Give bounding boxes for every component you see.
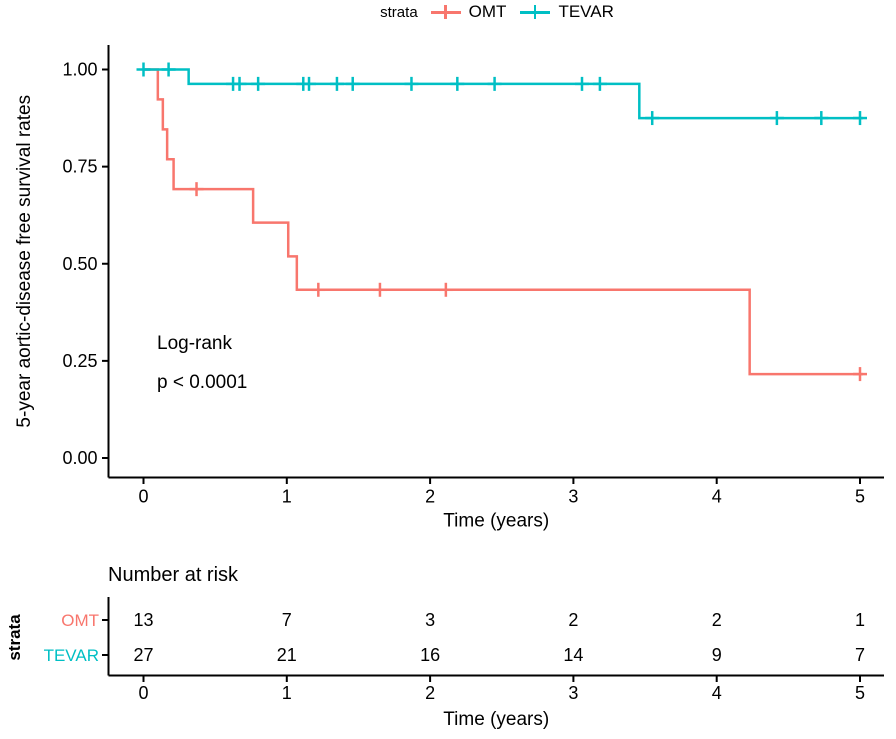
risk-x-tick-label: 3 bbox=[568, 683, 578, 703]
tevar-censor-mark bbox=[404, 76, 419, 91]
omt-survival-curve bbox=[143, 68, 863, 376]
risk-count: 9 bbox=[712, 645, 722, 665]
tevar-censor-mark bbox=[592, 76, 607, 91]
risk-count: 2 bbox=[712, 610, 722, 630]
tevar-censor-mark bbox=[161, 62, 176, 77]
tevar-censor-mark bbox=[487, 76, 502, 91]
risk-count: 7 bbox=[282, 610, 292, 630]
tevar-censor-mark bbox=[251, 76, 266, 91]
y-tick-label: 1.00 bbox=[62, 60, 97, 80]
risk-x-tick-label: 1 bbox=[282, 683, 292, 703]
omt-censor-mark bbox=[438, 282, 453, 297]
x-tick-label: 5 bbox=[855, 487, 865, 507]
y-axis-title: 5-year aortic-disease free survival rate… bbox=[14, 95, 35, 428]
omt-censor-mark bbox=[372, 282, 387, 297]
risk-count: 1 bbox=[855, 610, 865, 630]
tevar-censor-mark bbox=[232, 76, 247, 91]
x-tick-label: 3 bbox=[568, 487, 578, 507]
tevar-censor-mark bbox=[345, 76, 360, 91]
legend-item-tevar: TEVAR bbox=[520, 2, 614, 22]
legend-label: OMT bbox=[468, 2, 507, 21]
tevar-censor-mark bbox=[302, 76, 317, 91]
risk-count: 21 bbox=[277, 645, 297, 665]
risk-count: 27 bbox=[133, 645, 153, 665]
risk-count: 7 bbox=[855, 645, 865, 665]
omt-censor-mark bbox=[853, 367, 867, 382]
risk-x-tick-label: 2 bbox=[425, 683, 435, 703]
legend-items: OMT TEVAR bbox=[430, 2, 614, 22]
risk-count: 16 bbox=[420, 645, 440, 665]
risk-count: 3 bbox=[425, 610, 435, 630]
legend: strata OMT TEVAR bbox=[110, 0, 884, 24]
risk-row-label-tevar: TEVAR bbox=[44, 646, 99, 665]
omt-censor-mark bbox=[189, 182, 204, 197]
y-tick-label: 0.50 bbox=[62, 254, 97, 274]
x-tick-label: 4 bbox=[712, 487, 722, 507]
risk-x-tick-label: 0 bbox=[138, 683, 148, 703]
risk-x-axis-title: Time (years) bbox=[443, 709, 549, 730]
risk-count: 13 bbox=[133, 610, 153, 630]
risk-x-tick-label: 5 bbox=[855, 683, 865, 703]
y-tick-label: 0.75 bbox=[62, 157, 97, 177]
legend-title: strata bbox=[380, 3, 418, 21]
x-tick-label: 1 bbox=[282, 487, 292, 507]
legend-label: TEVAR bbox=[558, 2, 614, 21]
x-axis-title: Time (years) bbox=[443, 511, 549, 532]
legend-item-omt: OMT bbox=[430, 2, 507, 22]
p-value-label: p < 0.0001 bbox=[157, 372, 247, 393]
y-tick-label: 0.00 bbox=[62, 448, 97, 468]
tevar-censor-mark bbox=[574, 76, 589, 91]
y-tick-label: 0.25 bbox=[62, 351, 97, 371]
tevar-censor-mark bbox=[814, 111, 829, 126]
tevar-censor-mark bbox=[853, 111, 867, 126]
censor-plus-icon bbox=[430, 3, 461, 21]
risk-table-title: Number at risk bbox=[108, 564, 239, 586]
x-tick-label: 0 bbox=[138, 487, 148, 507]
x-tick-label: 2 bbox=[425, 487, 435, 507]
risk-row-label-omt: OMT bbox=[61, 611, 99, 630]
tevar-censor-mark bbox=[329, 76, 344, 91]
logrank-label: Log-rank bbox=[157, 333, 232, 354]
tevar-censor-mark bbox=[136, 62, 151, 77]
tevar-censor-mark bbox=[645, 111, 660, 126]
censor-plus-icon bbox=[520, 3, 551, 21]
risk-count: 2 bbox=[568, 610, 578, 630]
tevar-survival-curve bbox=[143, 68, 863, 120]
risk-count: 14 bbox=[563, 645, 583, 665]
risk-table-strata-label: strata bbox=[5, 614, 24, 661]
tevar-censor-mark bbox=[769, 111, 784, 126]
omt-censor-mark bbox=[311, 282, 326, 297]
tevar-censor-mark bbox=[450, 76, 465, 91]
risk-x-tick-label: 4 bbox=[712, 683, 722, 703]
